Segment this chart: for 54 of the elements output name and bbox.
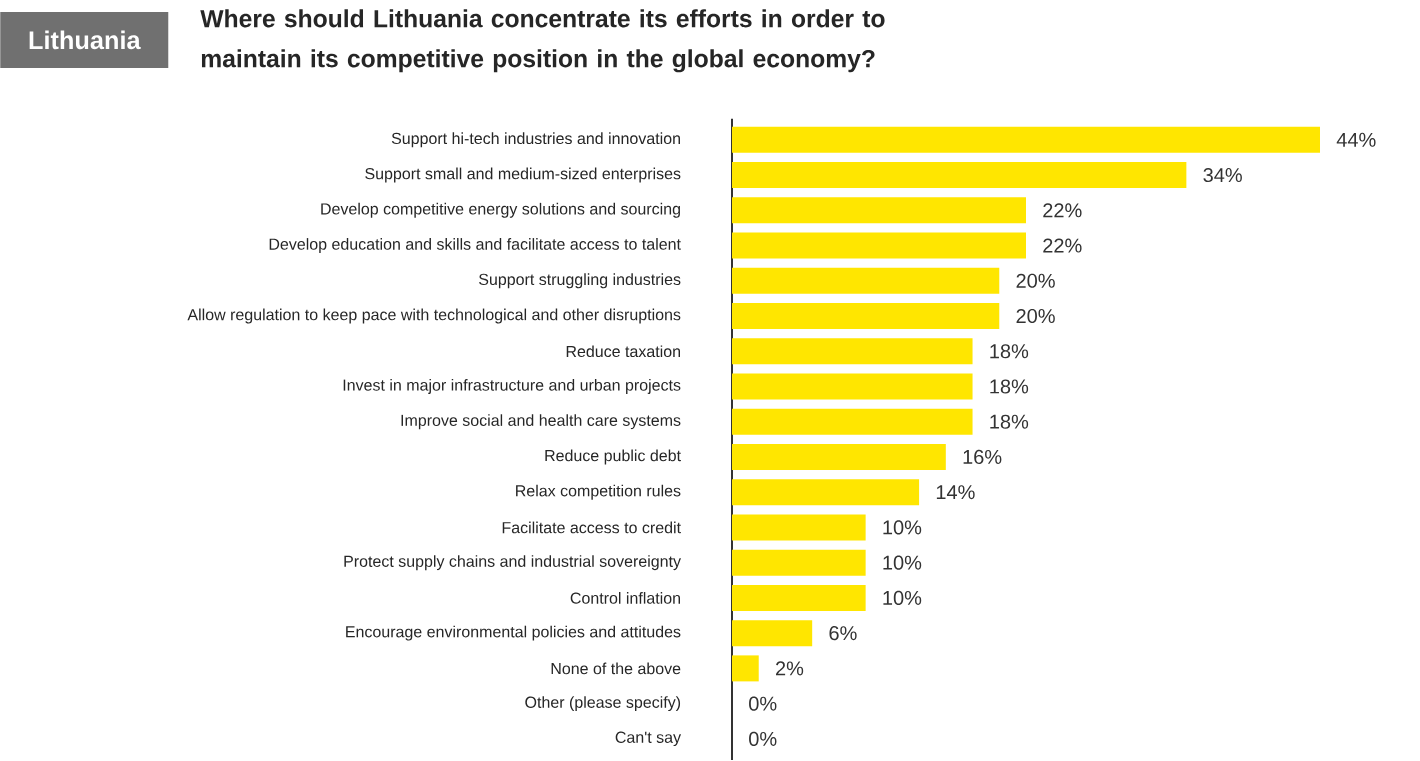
bar (732, 126, 1320, 153)
data-label: 10% (883, 520, 922, 535)
bar (732, 620, 813, 647)
bar (732, 338, 973, 365)
data-label: 14% (936, 485, 975, 500)
bar (732, 584, 866, 611)
y-tick-label: Support small and medium-sized enterprises (365, 167, 681, 183)
y-tick-label: None of the above (551, 662, 681, 675)
y-tick-label: Invest in major infrastructure and urban projects (343, 379, 681, 394)
y-tick-label: Reduce taxation (566, 345, 680, 358)
y-tick-label: Can't say (615, 731, 682, 747)
bar (732, 373, 973, 400)
y-tick-label: Protect supply chains and industrial sovereignty (344, 555, 681, 571)
chart-title: Where should Lithuania concentrate its efforts in order to maintain its competitive position in the global economy? (200, 9, 885, 73)
bar (732, 443, 946, 470)
data-label: 18% (990, 344, 1029, 359)
data-label: 16% (963, 449, 1002, 465)
y-tick-label: Control inflation (570, 592, 680, 604)
data-label: 10% (883, 590, 922, 605)
data-label: 22% (1043, 203, 1082, 218)
data-label: 0% (749, 696, 777, 711)
y-tick-label: Develop competitive energy solutions and sourcing (321, 202, 680, 218)
text: Lithuania (29, 30, 141, 50)
data-label: 0% (749, 731, 777, 746)
bar (732, 549, 866, 576)
bar (732, 655, 759, 682)
bar (732, 197, 1026, 224)
bar (732, 479, 920, 506)
bar (732, 232, 1026, 259)
data-label: 20% (1016, 308, 1055, 324)
y-tick-label: Develop education and skills and facilitate access to talent (269, 238, 681, 253)
data-label: 34% (1203, 167, 1242, 183)
y-tick-label: Encourage environmental policies and attitudes (346, 625, 681, 641)
bar (732, 162, 1187, 189)
y-tick-label: Improve social and health care systems (401, 414, 681, 430)
data-label: 10% (883, 555, 922, 570)
data-label: 22% (1043, 238, 1082, 253)
data-label: 18% (990, 379, 1029, 394)
data-label: 18% (990, 414, 1029, 429)
bar (732, 267, 1000, 294)
bar (732, 408, 973, 435)
y-tick-label: Reduce public debt (545, 449, 681, 465)
data-label: 6% (829, 626, 857, 641)
y-tick-label: Facilitate access to credit (502, 521, 681, 534)
y-tick-label: Support struggling industries (479, 273, 681, 289)
data-label: 44% (1336, 132, 1376, 147)
bar (732, 303, 1000, 329)
data-label: 20% (1016, 273, 1055, 288)
data-label: 2% (776, 661, 804, 676)
bar (732, 514, 866, 541)
y-tick-label: Support hi-tech industries and innovation (391, 132, 680, 148)
y-tick-label: Other (please specify) (525, 696, 681, 712)
y-tick-label: Relax competition rules (516, 484, 681, 500)
y-tick-label: Allow regulation to keep pace with technological and other disruptions (187, 308, 681, 324)
